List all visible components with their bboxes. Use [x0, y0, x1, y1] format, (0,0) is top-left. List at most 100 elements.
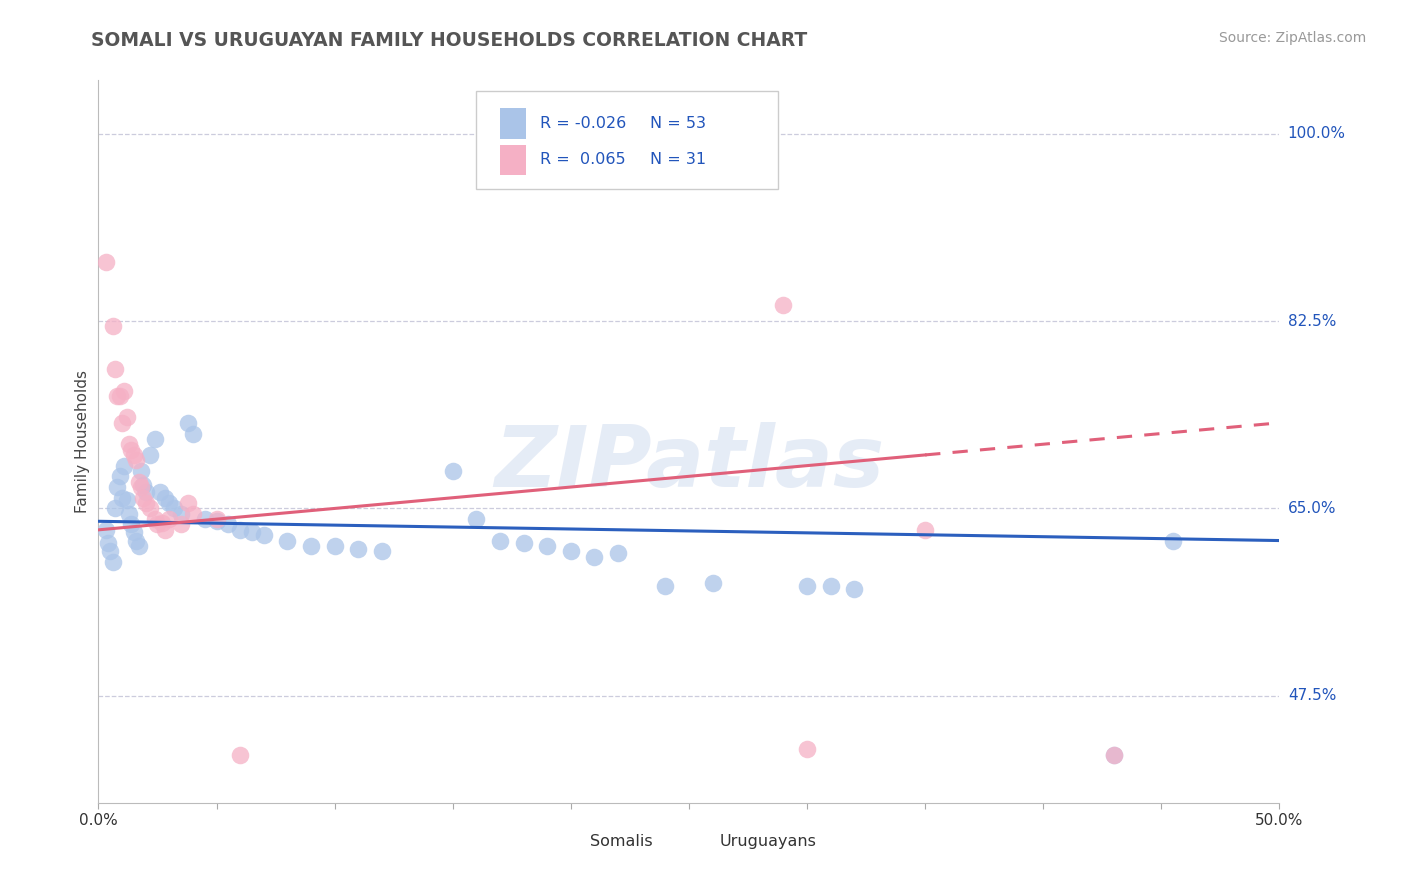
Point [94, 523, 117, 537]
Y-axis label: Family Households: Family Households [75, 370, 90, 513]
Point [654, 578, 676, 592]
Point [112, 384, 135, 398]
Point [796, 742, 818, 756]
Point [112, 458, 135, 473]
Point [560, 544, 582, 558]
Point [512, 535, 534, 549]
Point [205, 514, 228, 528]
Point [111, 491, 134, 505]
Point [98, 544, 121, 558]
Point [194, 512, 217, 526]
Point [702, 576, 724, 591]
Text: Source: ZipAtlas.com: Source: ZipAtlas.com [1219, 31, 1367, 45]
Point [217, 517, 239, 532]
Point [128, 475, 150, 489]
Point [108, 469, 131, 483]
Point [105, 480, 128, 494]
Point [157, 496, 180, 510]
Point [146, 517, 169, 532]
Point [205, 512, 228, 526]
Point [1102, 747, 1125, 762]
Bar [501, 145, 526, 175]
Point [139, 501, 162, 516]
Point [181, 507, 204, 521]
Text: R =  0.065: R = 0.065 [540, 153, 626, 168]
Point [153, 491, 176, 505]
Point [347, 542, 370, 557]
Point [122, 524, 145, 539]
Point [1102, 747, 1125, 762]
Point [253, 528, 276, 542]
Point [240, 524, 263, 539]
Bar [557, 831, 582, 851]
Point [772, 298, 794, 312]
Point [129, 464, 152, 478]
Point [820, 578, 842, 592]
Text: R = -0.026: R = -0.026 [540, 116, 627, 131]
Point [157, 512, 180, 526]
Point [135, 485, 157, 500]
Point [170, 517, 193, 532]
Point [163, 501, 186, 516]
Point [536, 539, 558, 553]
Point [181, 426, 204, 441]
Point [111, 416, 134, 430]
Text: 47.5%: 47.5% [1288, 689, 1336, 703]
Text: 100.0%: 100.0% [1288, 127, 1346, 141]
Point [97, 535, 120, 549]
Point [128, 539, 150, 553]
Point [101, 555, 124, 569]
Text: ZIPatlas: ZIPatlas [494, 422, 884, 505]
Point [104, 362, 127, 376]
Point [170, 507, 193, 521]
Text: N = 31: N = 31 [650, 153, 706, 168]
Point [1161, 533, 1184, 548]
Point [125, 453, 148, 467]
Point [118, 437, 141, 451]
Text: Uruguayans: Uruguayans [720, 834, 817, 848]
Point [143, 432, 166, 446]
Point [132, 478, 155, 492]
Point [135, 496, 157, 510]
Point [323, 539, 346, 553]
Point [153, 523, 176, 537]
Point [465, 512, 488, 526]
Point [143, 512, 166, 526]
Point [583, 549, 606, 564]
Point [914, 523, 936, 537]
Bar [501, 109, 526, 139]
Point [607, 546, 630, 560]
Point [115, 410, 138, 425]
Point [101, 319, 124, 334]
Text: Somalis: Somalis [589, 834, 652, 848]
Point [229, 747, 252, 762]
Bar [686, 831, 713, 851]
Point [371, 544, 394, 558]
Point [796, 578, 818, 592]
Point [108, 389, 131, 403]
Point [105, 389, 128, 403]
Point [125, 533, 148, 548]
Point [132, 491, 155, 505]
Point [489, 533, 512, 548]
Point [139, 448, 162, 462]
Point [299, 539, 322, 553]
Point [129, 480, 152, 494]
Point [150, 516, 173, 531]
Text: 82.5%: 82.5% [1288, 314, 1336, 328]
Point [229, 523, 252, 537]
Point [149, 485, 172, 500]
Point [118, 507, 141, 521]
Point [104, 501, 127, 516]
Point [122, 448, 145, 462]
Point [94, 255, 117, 269]
FancyBboxPatch shape [477, 91, 778, 189]
Point [177, 496, 200, 510]
Point [177, 416, 200, 430]
Point [844, 582, 866, 596]
Point [441, 464, 464, 478]
Point [276, 533, 298, 548]
Point [121, 517, 143, 532]
Text: SOMALI VS URUGUAYAN FAMILY HOUSEHOLDS CORRELATION CHART: SOMALI VS URUGUAYAN FAMILY HOUSEHOLDS CO… [91, 31, 807, 50]
Point [121, 442, 143, 457]
